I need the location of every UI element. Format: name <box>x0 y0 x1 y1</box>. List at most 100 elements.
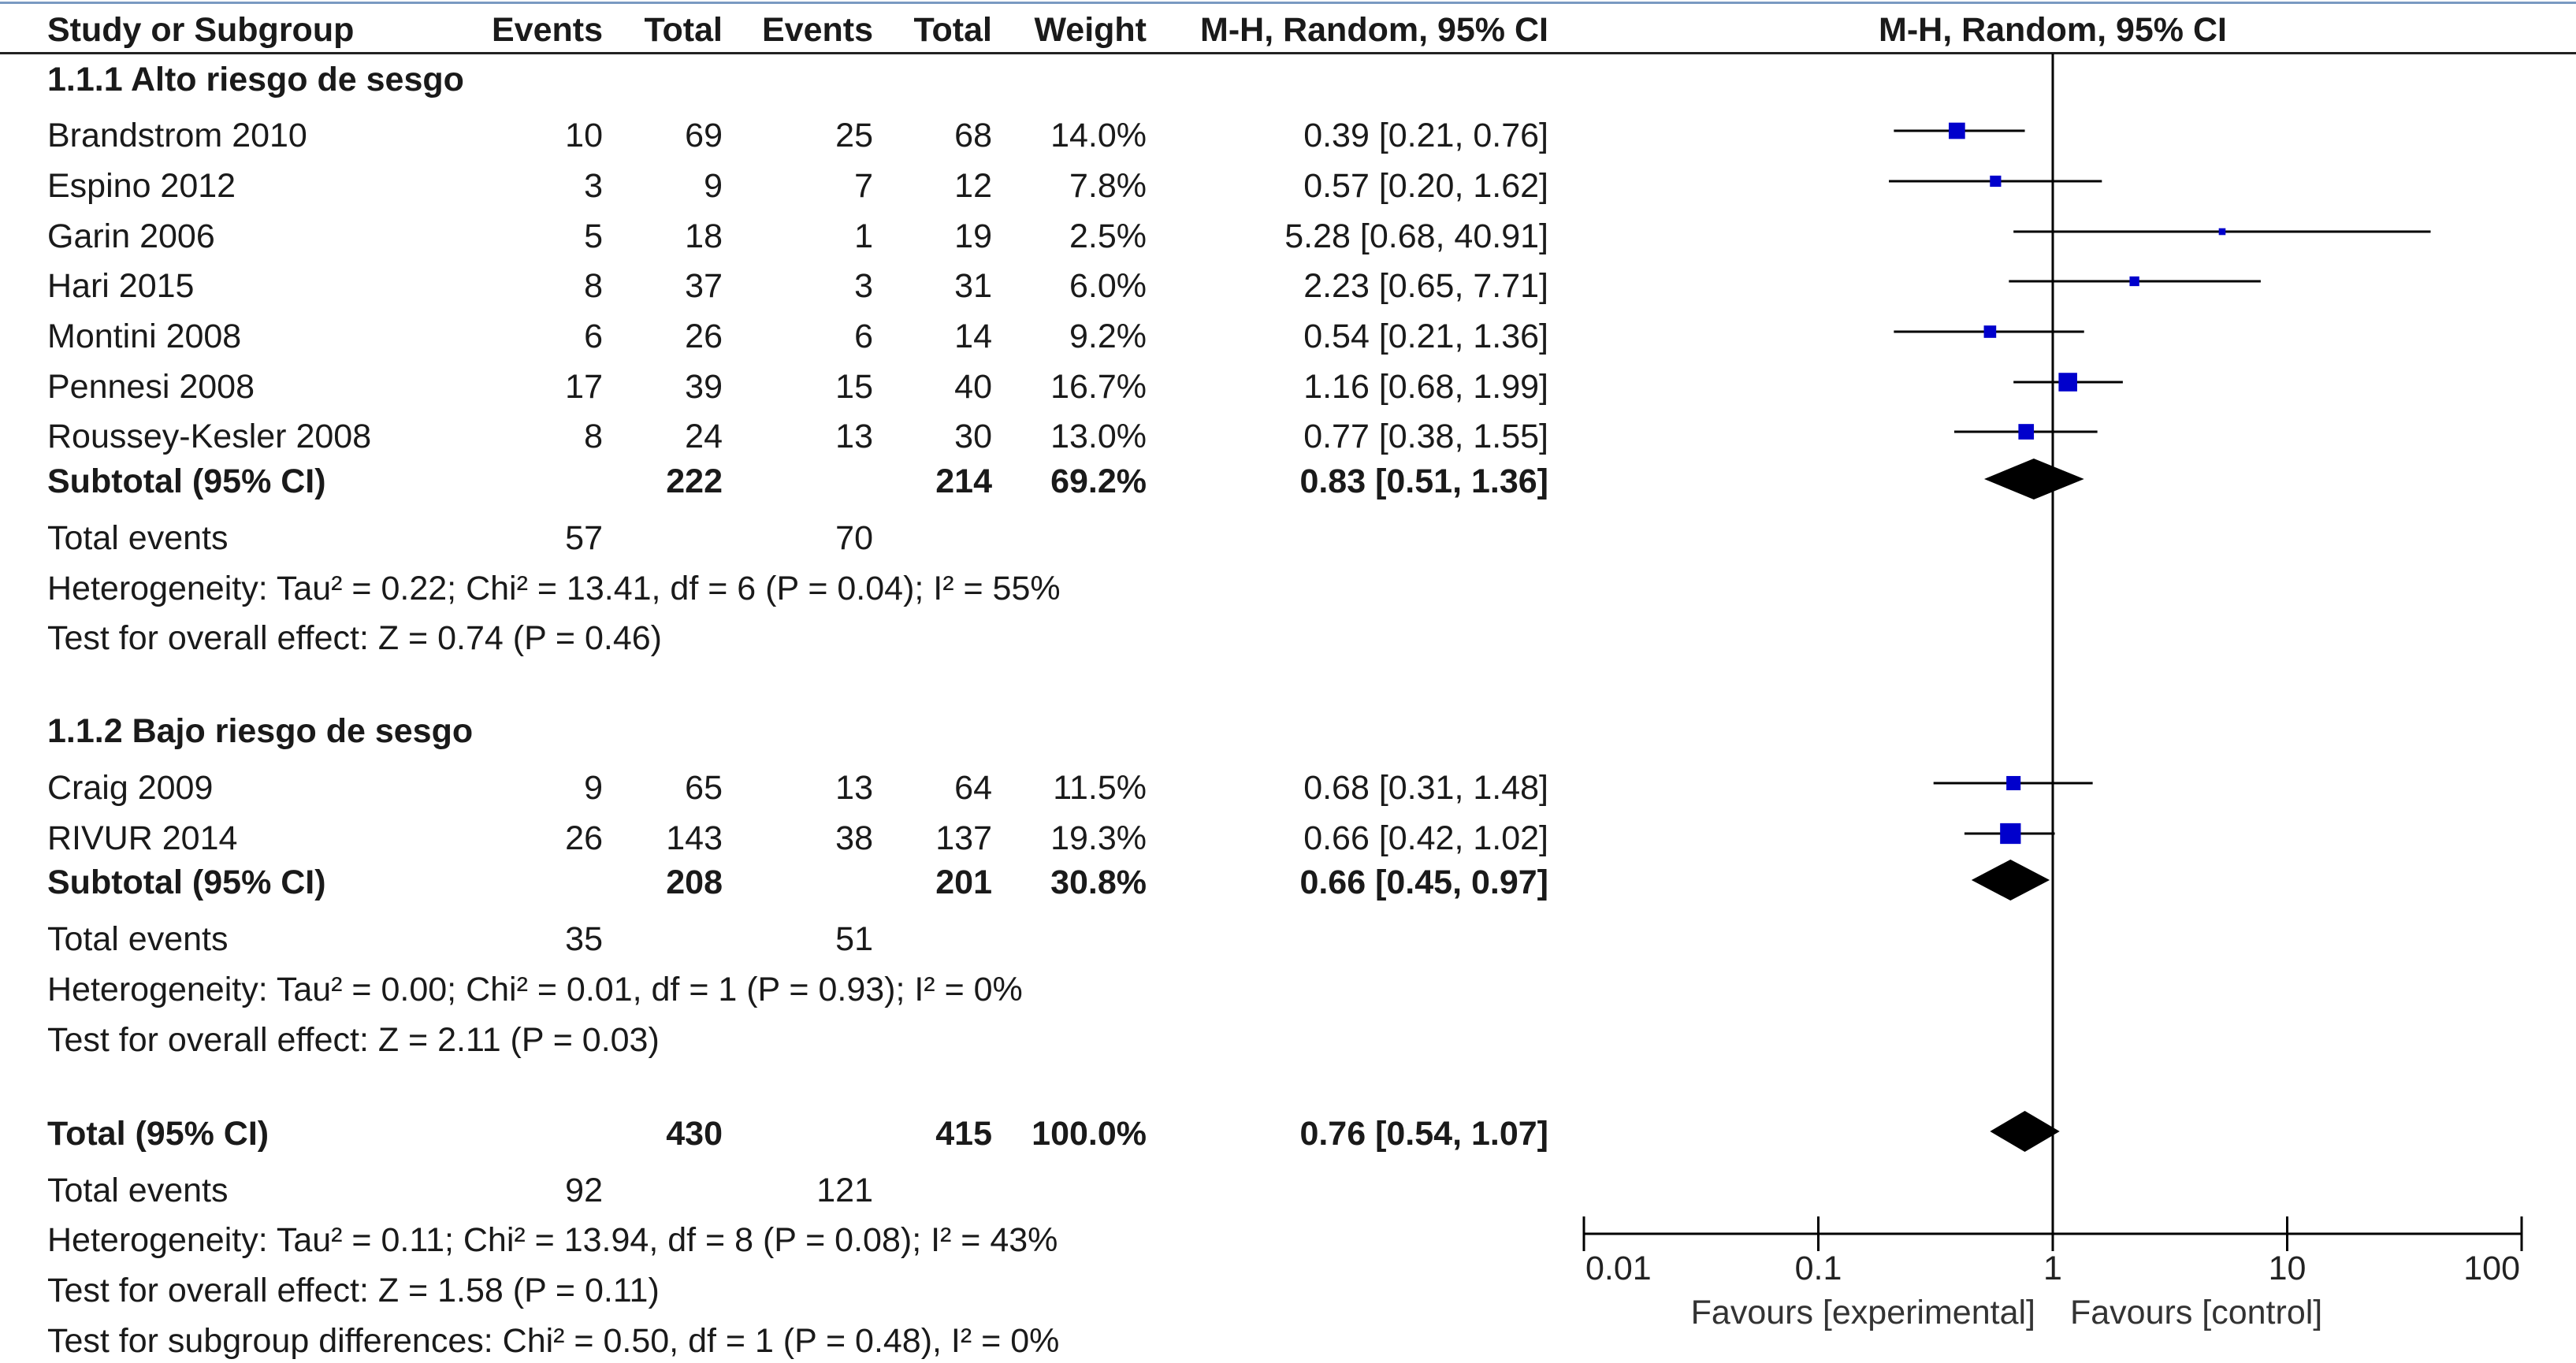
header-study: Study or Subgroup <box>47 11 355 49</box>
study-point-marker <box>2058 373 2077 392</box>
summary-weight: 69.2% <box>1050 462 1147 500</box>
study-ctl-events: 13 <box>835 769 873 807</box>
header-ctl-events: Events <box>761 11 873 49</box>
study-exp-total: 26 <box>685 318 723 355</box>
study-point-marker <box>1990 175 2002 188</box>
study-ci: 2.23 [0.65, 7.71] <box>1303 267 1548 305</box>
x-axis-tick-label: 0.01 <box>1585 1250 1652 1287</box>
summary-label: Subtotal (95% CI) <box>47 462 326 500</box>
study-weight: 14.0% <box>1050 117 1147 154</box>
summary-ctl-total: 201 <box>935 863 992 901</box>
heterogeneity-text: Heterogeneity: Tau² = 0.11; Chi² = 13.94… <box>47 1221 1058 1259</box>
study-ci: 1.16 [0.68, 1.99] <box>1303 368 1548 406</box>
header-effect: M-H, Random, 95% CI <box>1200 11 1548 49</box>
overall-effect-text: Test for overall effect: Z = 0.74 (P = 0… <box>47 619 662 657</box>
study-exp-events: 9 <box>584 769 603 807</box>
study-name: RIVUR 2014 <box>47 819 238 857</box>
summary-label: Total (95% CI) <box>47 1115 269 1153</box>
subgroup-title: 1.1.1 Alto riesgo de sesgo <box>47 61 464 98</box>
study-ctl-total: 137 <box>935 819 992 857</box>
summary-exp-total: 222 <box>666 462 723 500</box>
summary-ci: 0.66 [0.45, 0.97] <box>1299 863 1548 901</box>
header-weight: Weight <box>1034 11 1147 49</box>
study-exp-total: 69 <box>685 117 723 154</box>
study-ctl-total: 31 <box>954 267 992 305</box>
study-ci: 0.57 [0.20, 1.62] <box>1303 167 1548 205</box>
summary-exp-total: 208 <box>666 863 723 901</box>
study-exp-events: 17 <box>565 368 603 406</box>
summary-ctl-total: 415 <box>935 1115 992 1153</box>
study-weight: 16.7% <box>1050 368 1147 406</box>
header-top-rule <box>0 2 2576 4</box>
study-point-marker <box>1983 325 1997 338</box>
total-events-ctl: 70 <box>835 519 873 557</box>
header-underline <box>0 52 2576 54</box>
study-weight: 11.5% <box>1053 769 1147 807</box>
favours-experimental-label: Favours [experimental] <box>1691 1294 2035 1331</box>
study-point-marker <box>1948 122 1965 139</box>
study-exp-total: 39 <box>685 368 723 406</box>
study-exp-events: 8 <box>584 418 603 455</box>
study-exp-total: 18 <box>685 217 723 255</box>
study-ctl-events: 7 <box>854 167 873 205</box>
study-exp-events: 8 <box>584 267 603 305</box>
study-name: Roussey-Kesler 2008 <box>47 418 372 455</box>
total-events-exp: 57 <box>565 519 603 557</box>
x-axis-tick-label: 0.1 <box>1795 1250 1842 1287</box>
study-name: Brandstrom 2010 <box>47 117 307 154</box>
study-exp-events: 5 <box>584 217 603 255</box>
study-point-marker <box>2018 424 2035 440</box>
study-point-marker <box>2218 228 2226 236</box>
study-ctl-events: 3 <box>854 267 873 305</box>
summary-weight: 100.0% <box>1032 1115 1147 1153</box>
study-name: Craig 2009 <box>47 769 214 807</box>
study-ctl-events: 25 <box>835 117 873 154</box>
study-ctl-events: 13 <box>835 418 873 455</box>
summary-diamond <box>1990 1111 2060 1152</box>
favours-control-label: Favours [control] <box>2070 1294 2322 1331</box>
study-point-marker <box>2000 823 2021 845</box>
summary-weight: 30.8% <box>1050 863 1147 901</box>
total-events-label: Total events <box>47 920 229 958</box>
header-exp-total: Total <box>644 11 723 49</box>
header-plot-title: M-H, Random, 95% CI <box>1879 11 2227 49</box>
study-ctl-events: 38 <box>835 819 873 857</box>
summary-ci: 0.76 [0.54, 1.07] <box>1299 1115 1548 1153</box>
study-name: Garin 2006 <box>47 217 215 255</box>
study-ctl-total: 19 <box>954 217 992 255</box>
study-point-marker <box>2006 775 2021 791</box>
study-exp-events: 10 <box>565 117 603 154</box>
study-ci: 0.54 [0.21, 1.36] <box>1303 318 1548 355</box>
study-weight: 19.3% <box>1050 819 1147 857</box>
total-events-label: Total events <box>47 519 229 557</box>
study-exp-total: 37 <box>685 267 723 305</box>
study-ci: 5.28 [0.68, 40.91] <box>1284 217 1548 255</box>
summary-ctl-total: 214 <box>935 462 992 500</box>
subgroup-differences-text: Test for subgroup differences: Chi² = 0.… <box>47 1322 1060 1360</box>
heterogeneity-text: Heterogeneity: Tau² = 0.00; Chi² = 0.01,… <box>47 971 1023 1008</box>
summary-diamond <box>1984 459 2084 500</box>
heterogeneity-text: Heterogeneity: Tau² = 0.22; Chi² = 13.41… <box>47 570 1061 607</box>
study-point-marker <box>2129 276 2139 287</box>
header-exp-events: Events <box>491 11 603 49</box>
study-ctl-events: 6 <box>854 318 873 355</box>
study-exp-total: 9 <box>704 167 723 205</box>
study-ctl-total: 40 <box>954 368 992 406</box>
study-name: Montini 2008 <box>47 318 242 355</box>
header-ctl-total: Total <box>913 11 992 49</box>
study-ctl-events: 1 <box>854 217 873 255</box>
study-exp-events: 6 <box>584 318 603 355</box>
x-axis-tick-label: 1 <box>2043 1250 2062 1287</box>
study-weight: 13.0% <box>1050 418 1147 455</box>
summary-label: Subtotal (95% CI) <box>47 863 326 901</box>
x-axis-tick-label: 100 <box>2463 1250 2520 1287</box>
study-ctl-events: 15 <box>835 368 873 406</box>
overall-effect-text: Test for overall effect: Z = 2.11 (P = 0… <box>47 1021 660 1059</box>
study-weight: 7.8% <box>1069 167 1147 205</box>
study-ci: 0.66 [0.42, 1.02] <box>1303 819 1548 857</box>
study-weight: 2.5% <box>1069 217 1147 255</box>
study-weight: 9.2% <box>1069 318 1147 355</box>
subgroup-title: 1.1.2 Bajo riesgo de sesgo <box>47 712 474 750</box>
